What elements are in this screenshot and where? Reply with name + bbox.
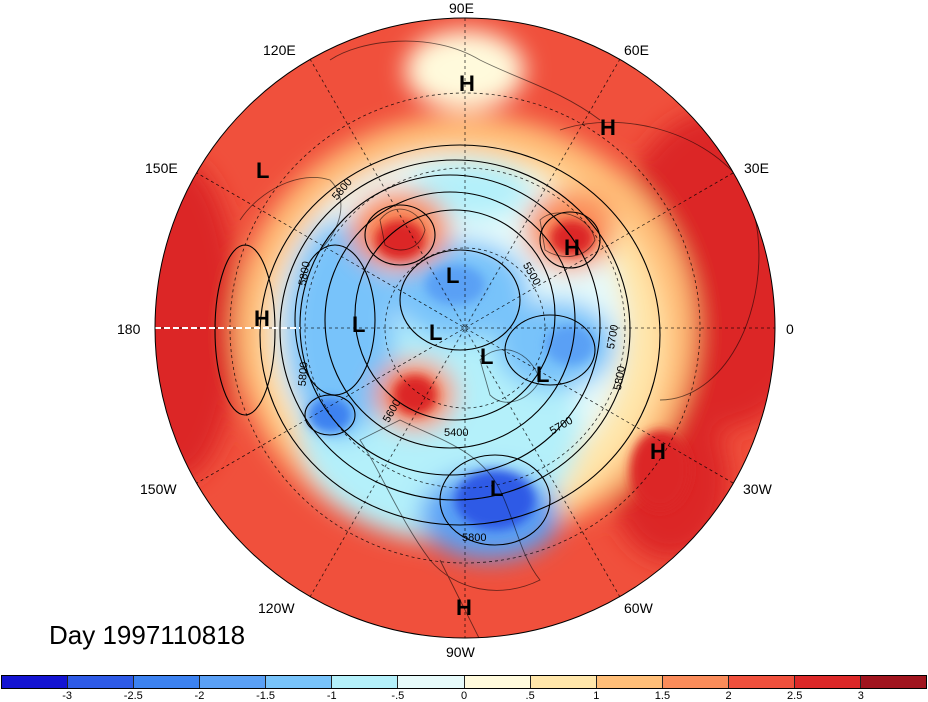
colorbar-swatch	[397, 676, 464, 688]
colorbar-swatch	[2, 676, 68, 688]
lon-label-0: 0	[786, 321, 794, 337]
colorbar-tick-label: -1	[326, 690, 337, 702]
lon-label-60e: 60E	[624, 42, 649, 58]
plot-title: Day 1997110818	[49, 620, 246, 650]
colorbar-swatch	[727, 676, 794, 688]
coastlines	[239, 40, 760, 638]
colorbar-tick-label: -.5	[391, 690, 405, 702]
low-pressure-label: H	[456, 595, 472, 620]
contour-label: 5800	[296, 361, 310, 386]
map-border	[154, 17, 776, 639]
low-pressure-label: L	[480, 344, 494, 369]
contour-label: 5800	[297, 260, 313, 286]
colorbar-tick-label: .5	[525, 690, 535, 702]
lon-label-30e: 30E	[744, 160, 769, 176]
lon-label-90e: 90E	[449, 0, 474, 16]
low-pressure-label: L	[429, 320, 443, 345]
low-pressure-label: L	[352, 312, 366, 337]
colorbar-tick-label: -2	[194, 690, 205, 702]
colorbar-tick-label: 3	[857, 690, 864, 702]
colorbar-swatch	[529, 676, 596, 688]
colorbar-swatch	[133, 676, 200, 688]
colorbar	[1, 675, 927, 689]
colorbar-tick-label: 2	[725, 690, 732, 702]
colorbar-swatch	[793, 676, 861, 688]
colorbar-swatch	[265, 676, 332, 688]
colorbar-swatch	[67, 676, 134, 688]
lon-label-30w: 30W	[743, 481, 772, 497]
lon-label-150w: 150W	[140, 481, 177, 497]
colorbar-tick-label: 1	[593, 690, 600, 702]
high-pressure-label: H	[600, 115, 616, 140]
anomaly-field	[155, 18, 775, 638]
colorbar-tick-label: 0	[460, 690, 468, 702]
colorbar-tick-label: -1.5	[256, 690, 276, 702]
lon-label-60w: 60W	[624, 600, 653, 616]
colorbar-swatch	[199, 676, 266, 688]
low-pressure-label: L	[536, 362, 550, 387]
colorbar-tick-label: 2.5	[787, 690, 803, 702]
lon-label-120w: 120W	[258, 600, 295, 616]
colorbar-swatch	[463, 676, 530, 688]
colorbar-swatch	[595, 676, 662, 688]
colorbar-tick-label: 1.5	[654, 690, 671, 702]
high-pressure-label: H	[650, 439, 666, 464]
high-pressure-label: H	[564, 235, 580, 260]
contour-label: 5800	[612, 365, 628, 391]
lon-label-180: 180	[117, 321, 141, 337]
colorbar-swatch	[860, 676, 927, 688]
height-contours	[214, 144, 661, 546]
lon-label-120e: 120E	[263, 42, 296, 58]
colorbar-swatch	[331, 676, 398, 688]
contour-label: 5800	[462, 532, 486, 544]
low-pressure-label: L	[490, 476, 504, 501]
low-pressure-label: L	[256, 158, 270, 183]
lon-label-90w: 90W	[446, 644, 475, 660]
colorbar-tick-label: -3	[62, 690, 73, 702]
high-pressure-label: H	[254, 306, 270, 331]
contour-label: 5400	[444, 427, 468, 439]
contour-label: 5700	[605, 324, 621, 350]
high-pressure-label: H	[459, 71, 475, 96]
colorbar-swatch	[661, 676, 728, 688]
low-pressure-label: L	[446, 263, 460, 288]
colorbar-tick-label: -2.5	[123, 690, 143, 702]
lon-label-150e: 150E	[145, 160, 178, 176]
